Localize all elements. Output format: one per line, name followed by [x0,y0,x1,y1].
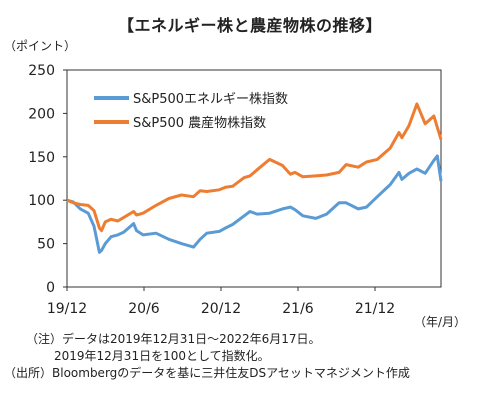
x-tick-label: 21/6 [282,301,314,317]
legend: S&P500エネルギー株指数 S&P500 農産物株指数 [94,92,288,131]
y-tick-label: 150 [28,150,55,166]
x-tick-label: 20/6 [128,301,160,317]
y-tick-label: 250 [28,63,55,79]
y-axis-unit: （ポイント） [4,39,77,53]
y-tick-label: 200 [28,106,55,122]
legend-label-1: S&P500エネルギー株指数 [133,92,288,107]
x-tick-label: 19/12 [47,301,87,317]
footnotes: （注）データは2019年12月31日～2022年6月17日。 2019年12月3… [4,331,410,382]
note-line-2: 2019年12月31日を100として指数化。 [54,349,270,363]
x-tick-label: 21/12 [355,301,395,317]
series-lines [66,102,443,254]
x-axis-unit: （年/月） [414,315,467,329]
chart-title: 【エネルギー株と農産物株の推移】 [117,16,382,35]
series-line-2 [66,102,443,233]
source-note: （出所）Bloombergのデータを基に三井住友DSアセットマネジメント作成 [4,366,410,380]
legend-label-2: S&P500 農産物株指数 [133,115,266,131]
x-axis: 19/12 20/6 20/12 21/6 21/12 [47,287,395,317]
y-tick-label: 50 [37,237,55,253]
series-line-1 [66,154,443,254]
y-tick-label: 0 [46,280,55,296]
x-tick-label: 20/12 [201,301,241,317]
y-tick-label: 100 [28,193,55,209]
note-line-1: （注）データは2019年12月31日～2022年6月17日。 [26,332,321,346]
y-axis: 0 50 100 150 200 250 [28,63,67,296]
